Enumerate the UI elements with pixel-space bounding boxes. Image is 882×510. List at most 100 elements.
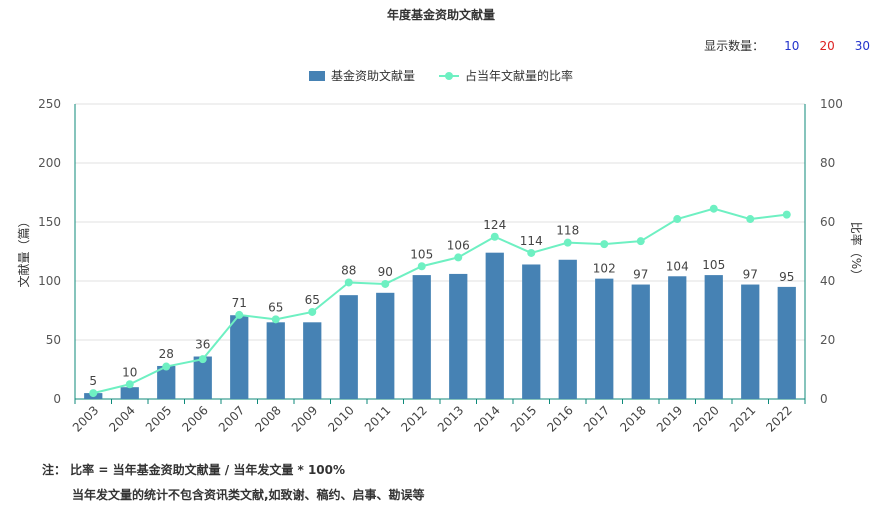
bar-value-label: 65 — [268, 300, 283, 314]
bar — [412, 275, 431, 399]
legend-item-bar[interactable]: 基金资助文献量 — [308, 67, 415, 84]
bar-value-label: 5 — [89, 374, 97, 388]
y-tick-label: 50 — [46, 333, 61, 347]
x-tick-label: 2009 — [289, 403, 320, 434]
bar — [120, 387, 139, 399]
bar-value-label: 88 — [341, 263, 356, 277]
x-tick-label: 2008 — [252, 403, 283, 434]
x-tick-label: 2011 — [362, 403, 393, 434]
y2-tick-label: 100 — [820, 97, 843, 111]
y2-tick-label: 80 — [820, 156, 835, 170]
bar-value-label: 106 — [447, 238, 470, 252]
legend-item-line[interactable]: 占当年文献量的比率 — [439, 67, 573, 84]
y-tick-label: 250 — [38, 97, 61, 111]
chart-title: 年度基金资助文献量 — [386, 8, 495, 22]
count-option-30[interactable]: 30 — [854, 38, 870, 53]
bar — [485, 252, 504, 399]
bar-value-label: 97 — [633, 268, 648, 282]
x-tick-label: 2018 — [617, 403, 648, 434]
x-tick-label: 2017 — [581, 403, 612, 434]
ratio-line — [93, 207, 787, 395]
x-tick-label: 2013 — [435, 403, 466, 434]
y2-tick-label: 60 — [820, 215, 835, 229]
bar — [595, 278, 614, 399]
x-tick-label: 2010 — [325, 403, 356, 434]
x-tick-label: 2005 — [143, 403, 174, 434]
bar — [668, 276, 687, 399]
bar — [449, 273, 468, 399]
legend: 基金资助文献量 占当年文献量的比率 — [0, 67, 882, 84]
bar-value-label: 10 — [122, 365, 137, 379]
bar-value-label: 118 — [556, 224, 579, 238]
bar — [777, 286, 796, 399]
x-tick-label: 2022 — [763, 403, 794, 434]
x-tick-label: 2021 — [727, 403, 758, 434]
bar-swatch-icon — [308, 70, 325, 81]
legend-bar-label: 基金资助文献量 — [330, 69, 415, 83]
bar — [266, 322, 285, 399]
ratio-point — [162, 362, 171, 371]
bar-value-label: 36 — [195, 338, 210, 352]
ratio-point — [782, 210, 791, 219]
bar — [558, 259, 577, 399]
ratio-point — [235, 310, 244, 319]
bar-value-label: 28 — [159, 347, 174, 361]
line-swatch-icon — [439, 71, 459, 81]
bar — [741, 284, 760, 399]
bar — [376, 292, 395, 399]
y2-axis-title: 比率（%） — [849, 222, 864, 281]
x-tick-label: 2016 — [544, 403, 575, 434]
ratio-point — [198, 355, 207, 364]
bar — [157, 365, 176, 399]
bar-value-label: 95 — [779, 270, 794, 284]
ratio-point — [746, 215, 755, 224]
count-option-20[interactable]: 20 — [819, 38, 835, 53]
note-line-1: 注： 比率 = 当年基金资助文献量 / 当年发文量 * 100% — [42, 463, 346, 477]
ratio-point — [709, 204, 718, 213]
y-axis-title: 文献量（篇） — [16, 215, 31, 287]
y2-tick-label: 40 — [820, 274, 835, 288]
note-line-2: 当年发文量的统计不包含资讯类文献,如致谢、稿约、启事、勘误等 — [72, 488, 425, 502]
ratio-point — [125, 380, 134, 389]
x-tick-label: 2020 — [690, 403, 721, 434]
bar-value-label: 114 — [520, 234, 543, 248]
count-selector-label: 显示数量： — [704, 39, 765, 53]
chart-plot: 0 50 100 150 200 250 0 20 40 60 80 100 文献量（篇） 比率（%） 20… — [16, 97, 864, 435]
bar — [193, 356, 212, 399]
x-tick-label: 2012 — [398, 403, 429, 434]
y-tick-label: 0 — [53, 392, 61, 406]
ratio-point — [600, 240, 609, 249]
count-selector: 显示数量： 10 20 30 — [704, 37, 870, 54]
bar — [230, 315, 249, 399]
x-tick-label: 2014 — [471, 403, 502, 434]
bar-value-label: 102 — [593, 262, 616, 276]
ratio-point — [344, 278, 353, 287]
ratio-point — [381, 279, 390, 288]
bar-value-label: 105 — [410, 247, 433, 261]
ratio-point — [271, 315, 280, 324]
bar — [704, 275, 723, 399]
ratio-point — [417, 262, 426, 271]
x-tick-label: 2006 — [179, 403, 210, 434]
ratio-point — [563, 238, 572, 247]
ratio-point — [454, 253, 463, 262]
legend-line-label: 占当年文献量的比率 — [465, 69, 574, 83]
x-tick-label: 2019 — [654, 403, 685, 434]
bar-value-label: 124 — [483, 218, 506, 232]
y-tick-label: 150 — [38, 215, 61, 229]
bar-value-label: 71 — [232, 296, 247, 310]
x-tick-label: 2015 — [508, 403, 539, 434]
x-tick-label: 2004 — [106, 403, 137, 434]
ratio-point — [636, 237, 645, 246]
y2-tick-label: 20 — [820, 333, 835, 347]
x-tick-label: 2003 — [70, 403, 101, 434]
bar-value-label: 97 — [743, 268, 758, 282]
bar-value-label: 105 — [702, 258, 725, 272]
ratio-point — [527, 248, 536, 257]
y2-tick-label: 0 — [820, 392, 828, 406]
ratio-point — [673, 215, 682, 224]
count-option-10[interactable]: 10 — [784, 38, 800, 53]
y-tick-label: 100 — [38, 274, 61, 288]
bar — [631, 284, 650, 399]
